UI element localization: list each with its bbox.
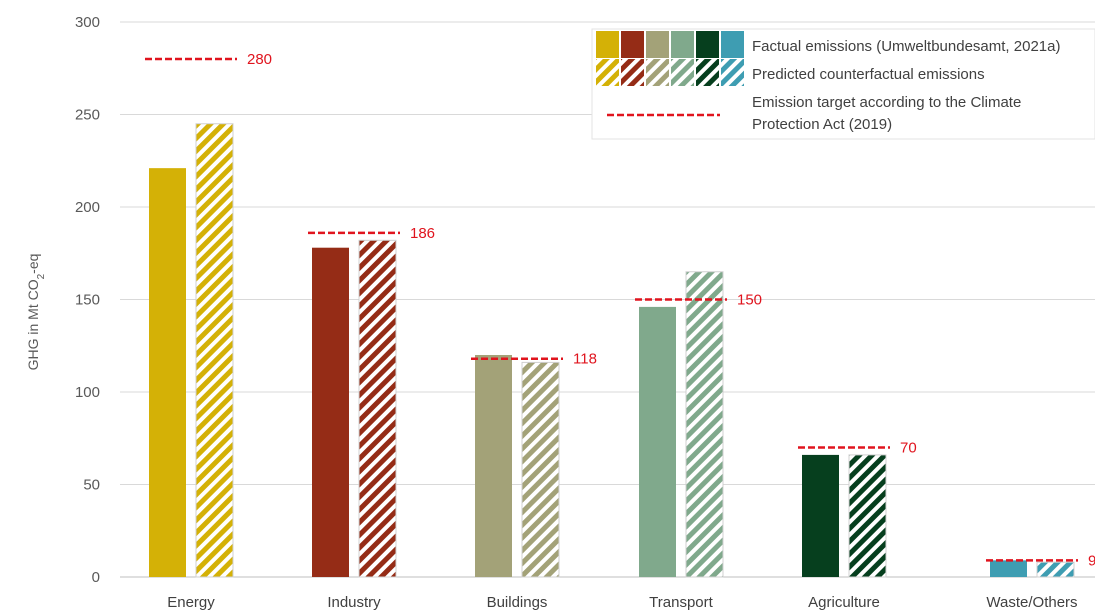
category-label: Energy — [167, 594, 215, 611]
legend-entry-text: Protection Act (2019) — [752, 116, 892, 133]
legend-entry-text: Predicted counterfactual emissions — [752, 66, 985, 83]
bar-factual-waste-others — [990, 560, 1027, 577]
bar-counterfactual-industry — [358, 239, 397, 578]
bar-counterfactual-agriculture — [848, 454, 887, 578]
bar-factual-agriculture — [802, 454, 839, 577]
bar-counterfactual-buildings — [521, 361, 560, 578]
y-tick-label: 100 — [75, 384, 100, 401]
legend-swatch-counterfactual — [696, 59, 719, 86]
bar-factual-industry — [312, 247, 349, 577]
legend-swatch-counterfactual — [721, 59, 744, 86]
y-tick-label: 200 — [75, 199, 100, 216]
y-tick-label: 0 — [92, 569, 100, 586]
legend: Factual emissions (Umweltbundesamt, 2021… — [591, 28, 1095, 140]
legend-entry-text: Emission target according to the Climate — [752, 94, 1021, 111]
legend-swatch-factual — [596, 31, 619, 58]
target-lines: 280 186 118 150 70 9 — [145, 51, 1095, 569]
bars — [149, 123, 1075, 578]
legend-swatch-counterfactual — [621, 59, 644, 86]
y-tick-label: 150 — [75, 292, 100, 309]
bar-counterfactual-transport — [685, 271, 724, 578]
legend-swatch-factual — [721, 31, 744, 58]
y-tick-labels: 0 50 100 150 200 250 300 — [75, 14, 100, 586]
target-value-label: 118 — [573, 351, 597, 368]
target-value-label: 186 — [410, 225, 435, 242]
legend-swatch-counterfactual — [646, 59, 669, 86]
legend-swatch-factual — [696, 31, 719, 58]
bar-counterfactual-waste-others — [1036, 561, 1075, 578]
category-label: Agriculture — [808, 594, 880, 611]
legend-swatch-factual — [646, 31, 669, 58]
bar-factual-buildings — [475, 355, 512, 577]
bar-counterfactual-energy — [195, 123, 234, 578]
legend-swatch-factual — [621, 31, 644, 58]
legend-swatch-factual — [671, 31, 694, 58]
category-label: Waste/Others — [986, 594, 1077, 611]
target-value-label: 9 — [1088, 552, 1095, 569]
category-label: Industry — [327, 594, 381, 611]
bar-factual-transport — [639, 306, 676, 577]
legend-swatch-counterfactual — [596, 59, 619, 86]
category-label: Buildings — [487, 594, 548, 611]
bar-factual-energy — [149, 168, 186, 577]
legend-swatch-counterfactual — [671, 59, 694, 86]
category-label: Transport — [649, 594, 713, 611]
target-value-label: 70 — [900, 440, 917, 457]
target-value-label: 280 — [247, 51, 272, 68]
target-value-label: 150 — [737, 292, 762, 309]
y-tick-label: 50 — [83, 477, 100, 494]
legend-entry-text: Factual emissions (Umweltbundesamt, 2021… — [752, 38, 1060, 55]
category-labels: Energy Industry Buildings Transport Agricult… — [167, 594, 1077, 611]
y-tick-label: 300 — [75, 14, 100, 31]
y-axis-label: GHG in Mt CO2-eq — [25, 254, 47, 371]
y-tick-label: 250 — [75, 107, 100, 124]
